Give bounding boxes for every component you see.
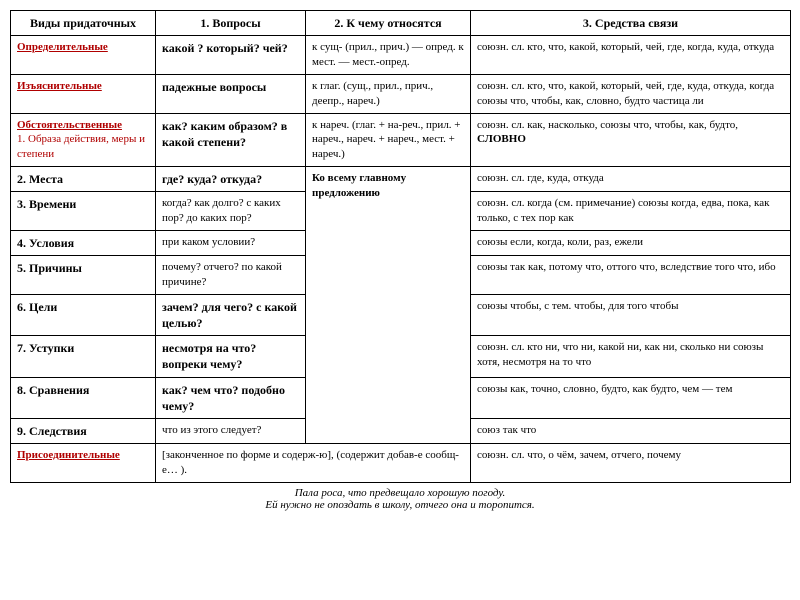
- header-questions: 1. Вопросы: [156, 11, 306, 36]
- questions: зачем? для чего? с какой целью?: [156, 294, 306, 335]
- type-purpose: 6. Цели: [11, 294, 156, 335]
- relation-merged: Ко всему главному предложению: [306, 167, 471, 444]
- means-word: СЛОВНО: [477, 133, 526, 145]
- header-means: 3. Средства связи: [471, 11, 791, 36]
- table-row: Определительные какой ? который? чей? к …: [11, 36, 791, 75]
- type-comparison: 8. Сравнения: [11, 377, 156, 418]
- means: союзн. сл. где, куда, откуда: [471, 167, 791, 192]
- relation-text: Ко всему главному предложению: [312, 172, 406, 199]
- header-types: Виды придаточных: [11, 11, 156, 36]
- type-concession: 7. Уступки: [11, 336, 156, 377]
- means: союзн. сл. кто, что, какой, который, чей…: [471, 36, 791, 75]
- type-cause: 5. Причины: [11, 256, 156, 295]
- means: союзн. сл. кто ни, что ни, какой ни, как…: [471, 336, 791, 377]
- means: союзн. сл. как, насколько, союзы что, чт…: [471, 113, 791, 167]
- questions: как? чем что? подобно чему?: [156, 377, 306, 418]
- type-time: 3. Времени: [11, 192, 156, 231]
- means-text: союзн. сл. как, насколько, союзы что, чт…: [477, 119, 738, 131]
- means: союзн. сл. кто, что, какой, который, чей…: [471, 74, 791, 113]
- clause-types-table: Виды придаточных 1. Вопросы 2. К чему от…: [10, 10, 791, 483]
- type-place: 2. Места: [11, 167, 156, 192]
- questions: что из этого следует?: [156, 418, 306, 443]
- means: союзы так как, потому что, оттого что, в…: [471, 256, 791, 295]
- type-explanatory: Изъяснительные: [17, 80, 102, 92]
- relation: к сущ- (прил., прич.) — опред. к мест. —…: [306, 36, 471, 75]
- type-manner: 1. Образа действия, меры и степени: [17, 133, 145, 160]
- relation: к глаг. (сущ., прил., прич., деепр., нар…: [306, 74, 471, 113]
- questions: где? куда? откуда?: [156, 167, 306, 192]
- means: союзы чтобы, с тем. чтобы, для того чтоб…: [471, 294, 791, 335]
- questions: какой ? который? чей?: [156, 36, 306, 75]
- means: союзн. сл. что, о чём, зачем, отчего, по…: [471, 444, 791, 483]
- type-connective: Присоединительные: [17, 449, 120, 461]
- table-row: Присоединительные [законченное по форме …: [11, 444, 791, 483]
- relation: к нареч. (глаг. + на-реч., прил. + нареч…: [306, 113, 471, 167]
- questions: падежные вопросы: [156, 74, 306, 113]
- table-row: Изъяснительные падежные вопросы к глаг. …: [11, 74, 791, 113]
- header-row: Виды придаточных 1. Вопросы 2. К чему от…: [11, 11, 791, 36]
- questions: как? каким образом? в какой степени?: [156, 113, 306, 167]
- means: союз так что: [471, 418, 791, 443]
- example-2: Ей нужно не опоздать в школу, отчего она…: [265, 499, 534, 511]
- footer-examples: Пала роса, что предвещало хорошую погоду…: [10, 487, 790, 511]
- questions: почему? отчего? по какой причине?: [156, 256, 306, 295]
- table-row: Обстоятельственные 1. Образа действия, ме…: [11, 113, 791, 167]
- type-condition: 4. Условия: [11, 230, 156, 255]
- means: союзы если, когда, коли, раз, ежели: [471, 230, 791, 255]
- questions: при каком условии?: [156, 230, 306, 255]
- type-consequence: 9. Следствия: [11, 418, 156, 443]
- questions: когда? как долго? с каких пор? до каких …: [156, 192, 306, 231]
- table-row: 2. Места где? куда? откуда? Ко всему гла…: [11, 167, 791, 192]
- example-1: Пала роса, что предвещало хорошую погоду…: [295, 487, 506, 499]
- type-circumstantial: Обстоятельственные: [17, 119, 122, 131]
- type-definitive: Определительные: [17, 41, 108, 53]
- questions: [законченное по форме и содерж-ю], (соде…: [156, 444, 471, 483]
- means: союзы как, точно, словно, будто, как буд…: [471, 377, 791, 418]
- header-relation: 2. К чему относятся: [306, 11, 471, 36]
- questions: несмотря на что? вопреки чему?: [156, 336, 306, 377]
- means: союзн. сл. когда (см. примечание) союзы …: [471, 192, 791, 231]
